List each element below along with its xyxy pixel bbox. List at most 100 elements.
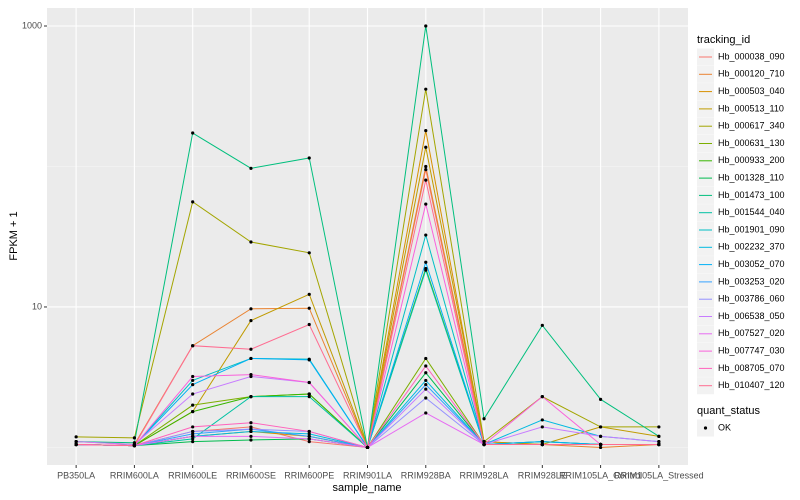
x-tick-label: RRIM105LA_Control xyxy=(559,470,642,480)
data-point xyxy=(424,145,428,149)
data-point xyxy=(424,387,428,391)
point-legend-title: quant_status xyxy=(697,405,760,417)
legend-label: Hb_000513_110 xyxy=(718,103,784,113)
data-point xyxy=(249,395,253,399)
data-point xyxy=(657,440,661,444)
data-point xyxy=(424,364,428,368)
data-point xyxy=(540,323,544,327)
data-point xyxy=(424,378,428,383)
legend-label: Hb_003786_060 xyxy=(718,294,785,304)
x-tick-label: RRIM928LE xyxy=(518,470,567,480)
data-point xyxy=(191,434,195,438)
legend-label: Hb_003052_070 xyxy=(718,259,785,269)
x-tick-label: PB350LA xyxy=(57,470,95,480)
data-point xyxy=(598,434,603,438)
data-point xyxy=(191,378,195,383)
data-point xyxy=(191,403,195,407)
data-point xyxy=(424,202,428,206)
legend-label: Hb_000503_040 xyxy=(718,86,785,96)
data-point xyxy=(657,442,661,447)
data-point xyxy=(307,432,311,436)
x-tick-label: RRIM105LA_Stressed xyxy=(614,470,704,480)
x-tick-label: RRIM600SE xyxy=(226,470,276,480)
data-point xyxy=(540,425,544,429)
legend-label: Hb_007527_020 xyxy=(718,328,785,338)
data-point xyxy=(598,442,603,447)
data-point xyxy=(482,440,486,444)
data-point xyxy=(191,383,195,387)
data-point xyxy=(249,373,253,377)
point-legend-swatch xyxy=(703,426,708,430)
data-point xyxy=(424,87,428,91)
data-point xyxy=(191,440,195,444)
data-point xyxy=(424,24,428,28)
data-point xyxy=(191,409,195,414)
legend-label: Hb_000933_200 xyxy=(718,155,785,165)
x-tick-label: RRIM600LE xyxy=(168,470,217,480)
data-point xyxy=(249,438,253,442)
x-tick-label: RRIM928LA xyxy=(460,470,509,480)
legend-label: Hb_007747_030 xyxy=(718,345,785,355)
data-point xyxy=(191,200,195,204)
data-point xyxy=(249,318,253,323)
legend-label: Hb_010407_120 xyxy=(718,380,785,390)
data-point xyxy=(307,306,311,310)
legend-title: tracking_id xyxy=(697,34,750,46)
legend-label: Hb_001328_110 xyxy=(718,172,784,182)
data-point xyxy=(249,427,253,431)
data-point xyxy=(249,434,253,438)
data-point xyxy=(540,395,544,399)
data-point xyxy=(598,425,603,429)
data-point xyxy=(307,156,311,160)
data-point xyxy=(307,380,311,385)
data-point xyxy=(191,131,195,135)
y-tick-label: 1000 xyxy=(22,20,42,30)
data-point xyxy=(307,395,311,399)
data-point xyxy=(307,292,311,296)
data-point xyxy=(307,358,311,362)
data-point xyxy=(424,383,428,387)
data-point xyxy=(74,442,78,447)
data-point xyxy=(424,268,428,272)
data-point xyxy=(249,307,253,311)
data-point xyxy=(424,168,428,172)
legend-label: Hb_000617_340 xyxy=(718,121,785,131)
data-point xyxy=(307,440,311,444)
y-axis-title: FPKM + 1 xyxy=(8,211,20,260)
data-point xyxy=(657,434,661,438)
data-point xyxy=(482,417,486,421)
data-point xyxy=(249,425,253,429)
legend-label: Hb_002232_370 xyxy=(718,242,785,252)
data-point xyxy=(307,434,311,438)
legend-label: Hb_000631_130 xyxy=(718,138,785,148)
data-point xyxy=(424,129,428,133)
legend-label: Hb_008705_070 xyxy=(718,363,785,373)
legend-label: Hb_001901_090 xyxy=(718,224,785,234)
data-point xyxy=(424,260,428,264)
data-point xyxy=(598,397,603,401)
legend-label: Hb_006538_050 xyxy=(718,311,785,321)
data-point xyxy=(598,445,603,450)
data-point xyxy=(365,445,370,450)
data-point xyxy=(249,421,253,425)
legend-label: Hb_001544_040 xyxy=(718,207,785,217)
data-point xyxy=(424,233,428,237)
data-point xyxy=(191,374,195,379)
legend-label: Hb_000038_090 xyxy=(718,51,785,61)
data-point xyxy=(424,164,428,169)
data-point xyxy=(249,166,253,170)
y-tick-label: 10 xyxy=(32,301,42,311)
data-point xyxy=(74,435,78,439)
x-axis-title: sample_name xyxy=(332,482,401,494)
data-point xyxy=(307,429,311,434)
data-point xyxy=(249,356,253,361)
legend-label: Hb_001473_100 xyxy=(718,190,785,200)
data-point xyxy=(540,418,544,422)
data-point xyxy=(249,347,253,351)
data-point xyxy=(307,437,311,441)
data-point xyxy=(191,429,195,434)
data-point xyxy=(424,411,428,415)
data-point xyxy=(424,356,428,361)
data-point xyxy=(307,251,311,255)
